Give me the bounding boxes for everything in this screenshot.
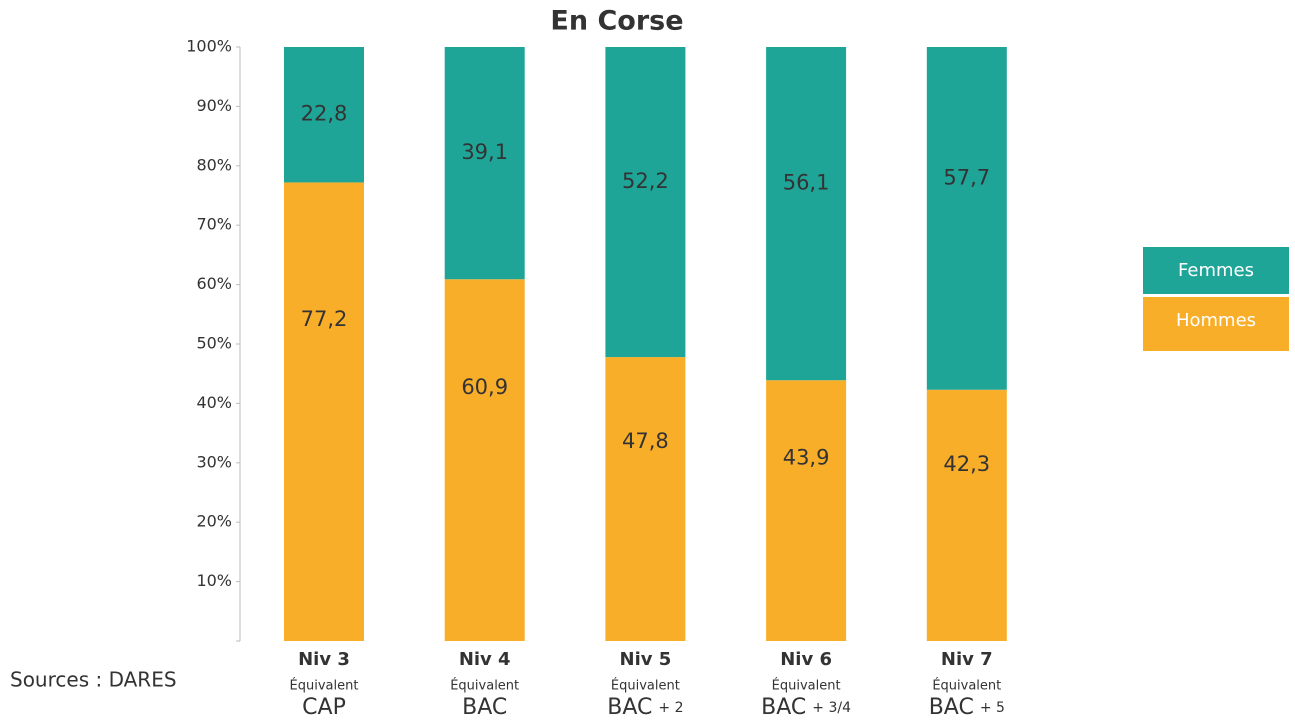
equivalent: CAP xyxy=(302,695,346,720)
value-label: 42,3 xyxy=(943,452,990,476)
x-tick-equivalent: CAP xyxy=(302,695,346,720)
equivalent: BAC xyxy=(462,695,507,720)
value-label: 39,1 xyxy=(461,140,508,164)
value-label: 60,9 xyxy=(461,375,508,399)
x-tick-equivalent: BAC xyxy=(462,695,507,720)
bar-segment xyxy=(444,279,525,641)
x-tick-label: Niv 5 xyxy=(620,649,672,670)
x-tick-subtitle: Équivalent xyxy=(290,678,359,694)
y-tick-label: 100% xyxy=(186,37,232,56)
value-label: 56,1 xyxy=(783,171,830,195)
value-label: 22,8 xyxy=(301,102,348,126)
legend-swatch xyxy=(1143,297,1289,351)
chart-title: En Corse xyxy=(550,6,683,37)
equivalent: BAC xyxy=(607,695,652,720)
y-tick-label: 80% xyxy=(196,155,232,174)
x-tick-subtitle: Équivalent xyxy=(772,678,841,694)
x-tick-label: Niv 3 xyxy=(298,649,350,670)
y-tick-label: 60% xyxy=(196,274,232,293)
value-label: 52,2 xyxy=(622,169,669,193)
equivalent: BAC xyxy=(929,695,974,720)
x-tick-equivalent: BAC + 5 xyxy=(929,695,1005,720)
bar-segment xyxy=(766,380,847,641)
source: Sources : DARES xyxy=(10,668,177,692)
x-tick-subtitle: Équivalent xyxy=(932,678,1001,694)
value-label: 47,8 xyxy=(622,429,669,453)
bar-segment xyxy=(766,47,847,381)
value-label: 43,9 xyxy=(783,445,830,469)
x-tick-subtitle: Équivalent xyxy=(450,678,519,694)
equivalent-suffix: + 5 xyxy=(980,700,1005,716)
x-tick-label: Niv 6 xyxy=(780,649,832,670)
x-tick-equivalent: BAC + 2 xyxy=(607,695,683,720)
legend-label: Femmes xyxy=(1178,260,1254,281)
value-label: 57,7 xyxy=(943,165,990,189)
bar-segment xyxy=(284,47,364,183)
legend-label: Hommes xyxy=(1176,310,1256,331)
equivalent-suffix: + 2 xyxy=(658,700,683,716)
y-tick-label: 90% xyxy=(196,96,232,115)
x-tick-equivalent: BAC + 3/4 xyxy=(761,695,851,720)
x-tick-label: Niv 7 xyxy=(941,649,993,670)
bar-segment xyxy=(926,389,1007,641)
bar-segment xyxy=(605,357,686,641)
y-tick-label: 20% xyxy=(196,512,232,531)
bar-segment xyxy=(284,182,364,641)
y-tick-label: 50% xyxy=(196,334,232,353)
y-tick-label: 70% xyxy=(196,215,232,234)
x-tick-subtitle: Équivalent xyxy=(611,678,680,694)
bar-segment xyxy=(926,47,1007,390)
equivalent: BAC xyxy=(761,695,806,720)
y-tick-label: 40% xyxy=(196,393,232,412)
y-tick-label: 30% xyxy=(196,452,232,471)
bar-segment xyxy=(605,47,686,358)
equivalent-suffix: + 3/4 xyxy=(812,700,851,716)
x-tick-label: Niv 4 xyxy=(459,649,511,670)
legend-swatch xyxy=(1143,247,1289,294)
y-tick-label: 10% xyxy=(196,571,232,590)
bar-segment xyxy=(444,47,525,280)
value-label: 77,2 xyxy=(301,307,348,331)
